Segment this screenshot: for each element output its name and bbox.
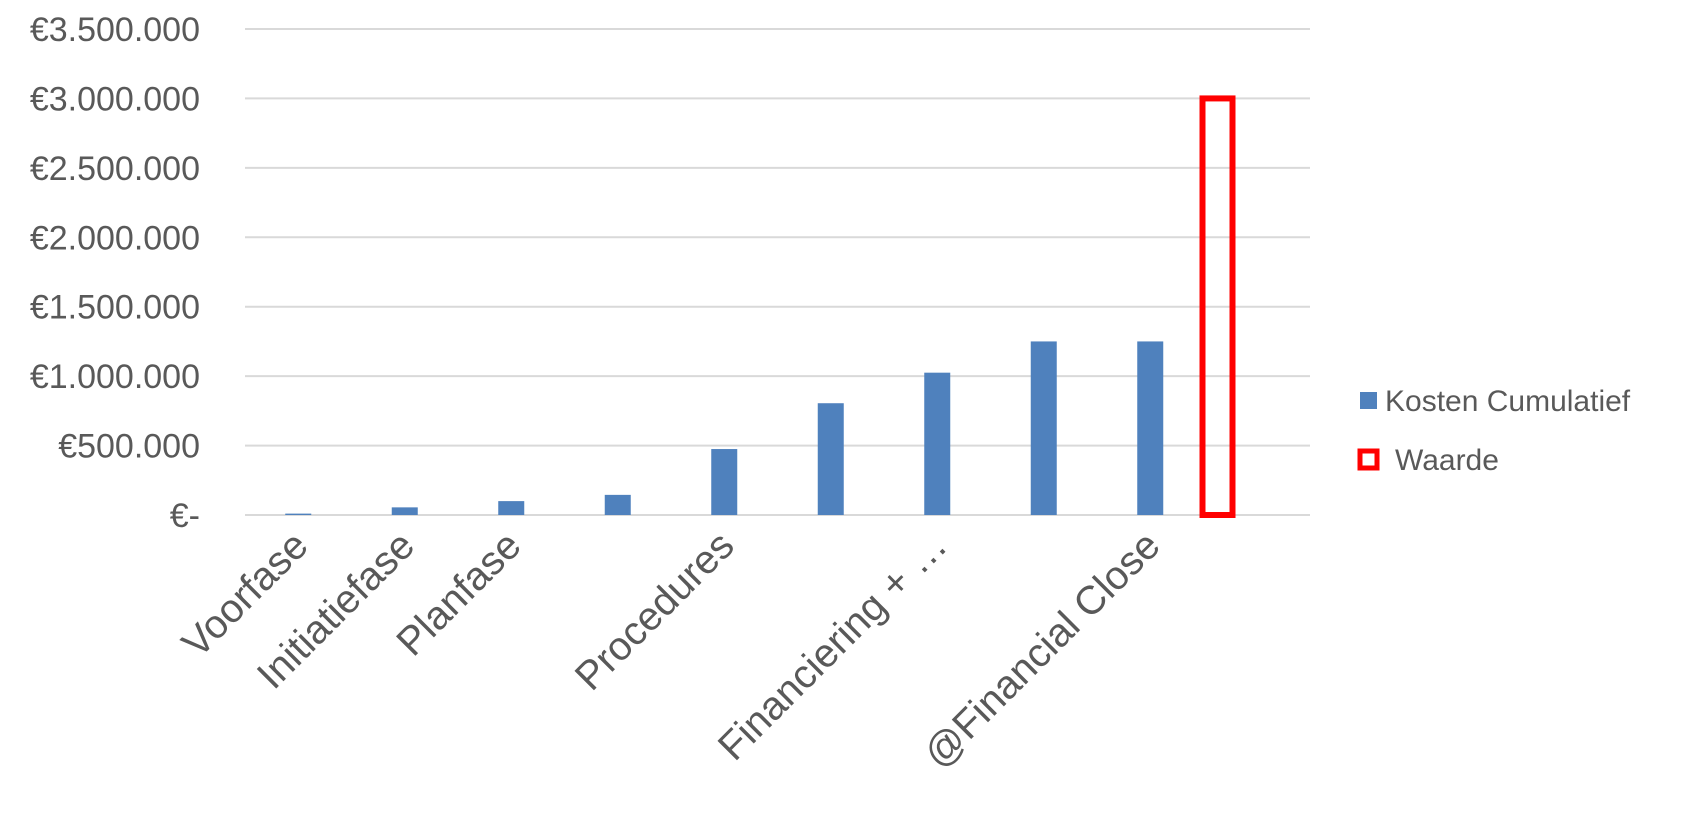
y-tick-label: €3.000.000 xyxy=(30,80,200,118)
bar-kosten-cumulatief xyxy=(711,449,738,515)
legend: Kosten Cumulatief Waarde xyxy=(1357,385,1631,477)
bar-kosten-cumulatief xyxy=(391,507,418,515)
bar-kosten-cumulatief xyxy=(285,513,312,515)
bar-kosten-cumulatief xyxy=(1137,341,1164,515)
bars xyxy=(285,95,1236,519)
legend-label-waarde: Waarde xyxy=(1395,444,1499,477)
y-tick-label: €500.000 xyxy=(58,428,200,466)
y-axis-tick-labels: €- €500.000 €1.000.000 €1.500.000 €2.000.000… xyxy=(30,11,200,535)
y-tick-label: €- xyxy=(170,497,200,535)
y-tick-label: €2.000.000 xyxy=(30,219,200,257)
y-tick-label: €3.500.000 xyxy=(30,11,200,49)
legend-swatch-kosten-cumulatief xyxy=(1360,392,1377,409)
bar-waarde xyxy=(1199,95,1236,519)
bar-kosten-cumulatief xyxy=(604,494,631,515)
legend-swatch-waarde xyxy=(1357,448,1380,471)
bar-kosten-cumulatief xyxy=(924,372,951,515)
x-category-label: @Financial Close xyxy=(915,523,1168,776)
x-category-label: Procedures xyxy=(567,523,743,699)
y-tick-label: €2.500.000 xyxy=(30,150,200,188)
bar-kosten-cumulatief xyxy=(1030,341,1057,515)
bar-kosten-cumulatief xyxy=(498,501,525,515)
y-tick-label: €1.500.000 xyxy=(30,289,200,327)
bar-kosten-cumulatief xyxy=(817,403,844,515)
gridlines xyxy=(245,28,1310,516)
legend-label-kosten-cumulatief: Kosten Cumulatief xyxy=(1385,385,1631,418)
x-category-label: Financiering + … xyxy=(710,523,956,769)
y-tick-label: €1.000.000 xyxy=(30,358,200,396)
